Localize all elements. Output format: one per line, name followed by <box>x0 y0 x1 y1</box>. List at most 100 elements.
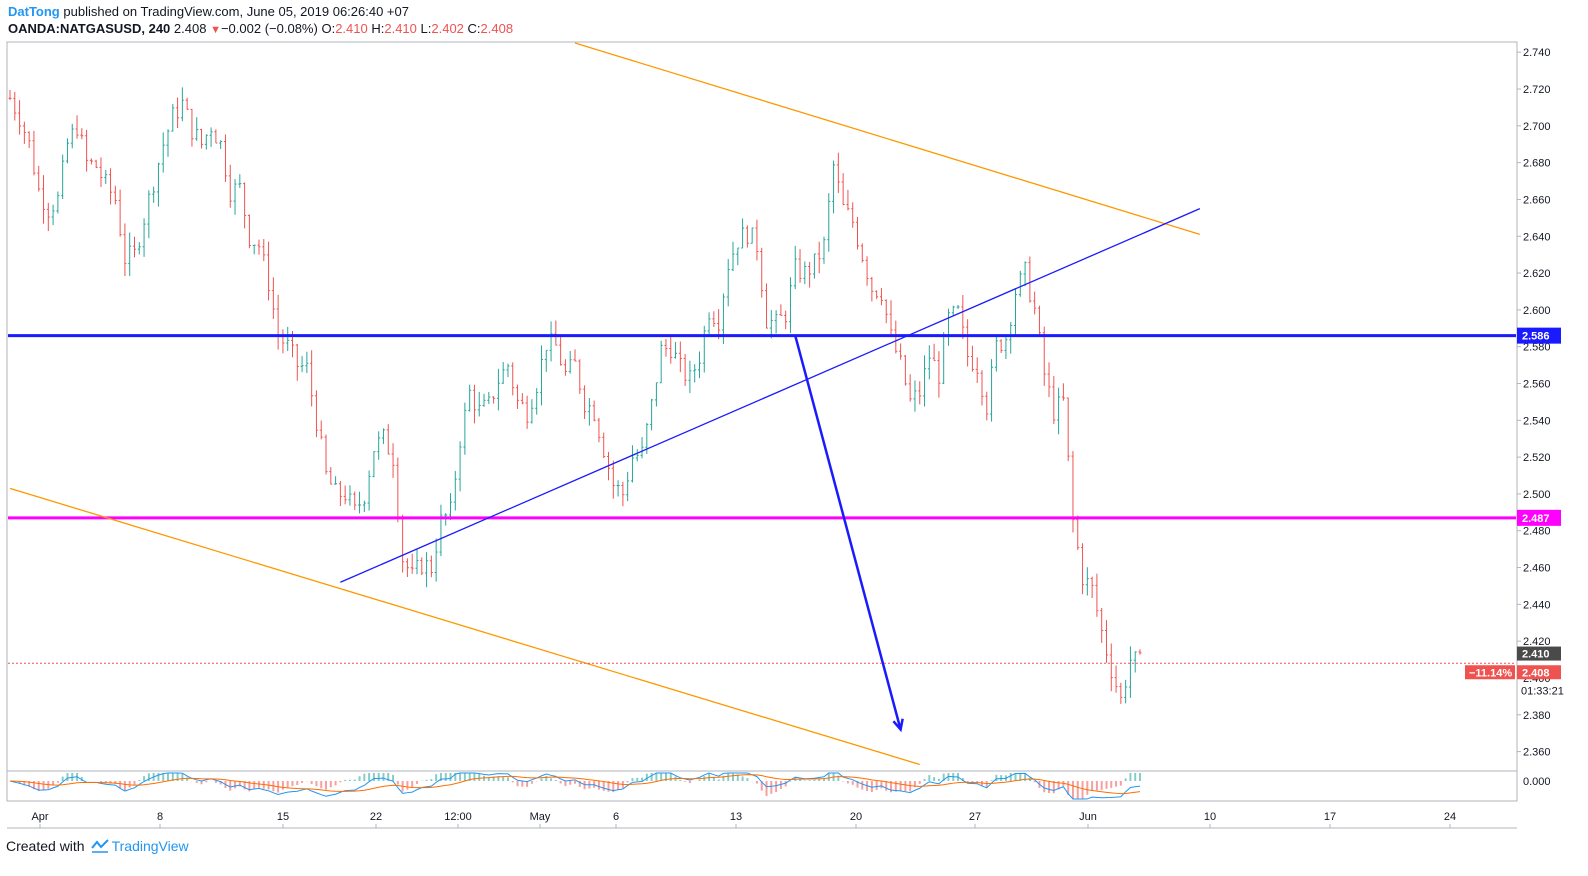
time-tick-label: 17 <box>1324 811 1336 823</box>
candle <box>616 480 620 497</box>
price-tick-label: 2.720 <box>1523 84 1551 96</box>
candle <box>420 557 424 575</box>
candle <box>683 354 687 386</box>
candle <box>32 130 36 176</box>
candle <box>870 277 874 302</box>
time-tick-label: 6 <box>613 811 619 823</box>
candle <box>630 445 634 483</box>
candle <box>113 185 117 205</box>
candle <box>276 294 280 350</box>
candle <box>209 127 213 147</box>
candle <box>1009 322 1013 354</box>
candle <box>281 329 285 354</box>
candle <box>166 129 170 157</box>
candle <box>951 305 955 316</box>
price-badges: 2.410 2.408 −11.14% 01:33:21 <box>8 646 1564 697</box>
author-name[interactable]: DatTong <box>8 4 60 19</box>
candle <box>913 380 917 412</box>
candle <box>578 359 582 394</box>
candle <box>817 241 821 274</box>
lower-channel-line[interactable] <box>9 487 920 766</box>
candle <box>386 424 390 455</box>
candle <box>1071 451 1075 533</box>
candle <box>104 169 108 184</box>
high-value: 2.410 <box>384 21 417 36</box>
candle <box>1100 607 1104 643</box>
candle <box>75 115 79 139</box>
candle <box>1033 291 1037 315</box>
candle <box>219 140 223 149</box>
candle <box>750 227 754 244</box>
time-tick-label: 10 <box>1204 811 1216 823</box>
last-price: 2.408 <box>173 21 207 36</box>
candle <box>970 345 974 372</box>
candle <box>401 514 405 573</box>
candle <box>1104 620 1108 663</box>
candle <box>626 471 630 502</box>
change-value: −0.002 (−0.08%) <box>220 21 318 36</box>
candle <box>223 134 227 182</box>
candle <box>946 308 950 346</box>
candle <box>1014 288 1018 336</box>
macd-zero-label: 0.000 <box>1523 776 1551 788</box>
candle <box>1037 305 1041 336</box>
candle <box>702 325 706 373</box>
candle <box>46 202 50 232</box>
candle <box>808 261 812 288</box>
candle <box>549 321 553 362</box>
price-tick-label: 2.680 <box>1523 158 1551 170</box>
level-price-label: 2.586 <box>1522 331 1550 343</box>
drop-arrow-line[interactable] <box>794 335 902 730</box>
candle <box>822 236 826 264</box>
candle <box>501 361 505 384</box>
upper-channel-line[interactable] <box>574 42 1201 236</box>
candle <box>779 304 783 316</box>
candle <box>27 131 31 149</box>
candle <box>640 437 644 459</box>
candle <box>247 214 251 249</box>
candle <box>1018 270 1022 297</box>
candle <box>1090 576 1094 599</box>
candle <box>8 89 12 101</box>
price-tick-label: 2.700 <box>1523 121 1551 133</box>
candle <box>1138 649 1142 655</box>
candle <box>252 244 256 255</box>
symbol-label: OANDA:NATGASUSD, 240 <box>8 21 171 36</box>
time-tick-label: 15 <box>277 811 289 823</box>
candle <box>755 219 759 261</box>
candle <box>980 370 984 406</box>
candle <box>477 391 481 417</box>
candle <box>736 247 740 266</box>
candle <box>195 117 199 141</box>
candle <box>1081 543 1085 595</box>
candle <box>798 249 802 283</box>
last-price-label: 2.410 <box>1522 649 1550 661</box>
candle <box>61 154 65 200</box>
candle <box>774 310 778 334</box>
candle <box>563 359 567 376</box>
rising-trend-line[interactable] <box>340 208 1201 583</box>
candle <box>128 232 132 277</box>
created-with-text: Created with <box>6 838 85 854</box>
candle <box>200 128 204 149</box>
candle <box>554 320 558 346</box>
candle <box>13 91 17 121</box>
candle <box>94 159 98 169</box>
candle <box>1061 383 1065 401</box>
candle <box>788 277 792 334</box>
tradingview-brand[interactable]: TradingView <box>111 838 189 854</box>
candle <box>994 335 998 372</box>
level-price-badge <box>1517 509 1561 526</box>
main-pane-border <box>6 41 1518 772</box>
candle <box>860 243 864 263</box>
time-axis[interactable]: Apr 8 15 22 12:00 May 6 13 20 27 Jun 10 17 24 <box>31 811 1456 828</box>
price-tick-label: 2.540 <box>1523 415 1551 427</box>
candle <box>353 491 357 511</box>
candle <box>300 356 304 373</box>
time-tick-label: May <box>530 811 551 823</box>
candle <box>1028 256 1032 303</box>
down-arrow-icon: ▼ <box>210 24 221 36</box>
candle <box>1124 679 1128 704</box>
candle <box>908 374 912 402</box>
